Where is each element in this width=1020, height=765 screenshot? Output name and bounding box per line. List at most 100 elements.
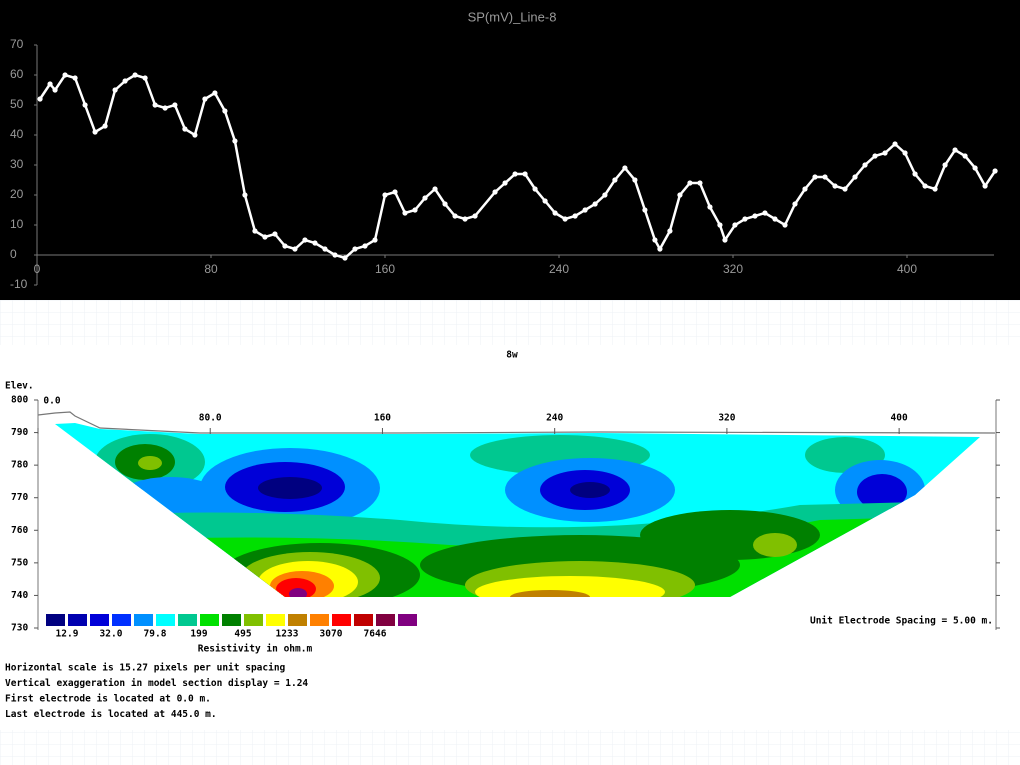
sp-point [372,237,378,243]
sp-point [842,186,848,192]
x-tick-label: 80.0 [199,413,222,424]
sp-point [452,213,458,219]
note: Horizontal scale is 15.27 pixels per uni… [5,663,286,674]
sp-point [37,96,43,102]
sp-point [522,171,528,177]
sp-point [602,192,608,198]
sp-point [697,180,703,186]
color-swatch [310,614,329,626]
sp-point [707,204,713,210]
cell [289,588,307,597]
sp-chart: SP(mV)_Line-8 -10 0 10 20 30 40 50 60 70 0 80 160 24… [0,0,1020,300]
sp-point [742,216,748,222]
sp-point [982,183,988,189]
sp-point [667,228,673,234]
x-tick-label: 240 [549,262,569,276]
sp-point [122,78,128,84]
colorbar-label: 32.0 [100,629,123,640]
sp-point [582,207,588,213]
x-tick-label: 400 [897,262,917,276]
sp-point [677,192,683,198]
sp-point [552,210,558,216]
sp-point [402,210,408,216]
chart-title: SP(mV)_Line-8 [468,9,557,24]
sp-point [872,153,878,159]
x-tick-label: 160 [375,262,395,276]
sp-point [132,72,138,78]
y-tick-label: 790 [11,427,28,438]
y-tick-label: 20 [10,187,24,201]
sp-point [572,213,578,219]
sp-point [622,165,628,171]
x-tick-label: 240 [546,413,563,424]
sp-point [862,162,868,168]
color-swatch [288,614,307,626]
sp-point [162,105,168,111]
sp-point [232,138,238,144]
y-tick-label: 70 [10,37,24,51]
cell [753,533,797,557]
y-axis-label: Elev. [5,381,34,392]
sp-point [472,213,478,219]
color-swatch [200,614,219,626]
color-swatch [222,614,241,626]
y-tick-label: 0 [10,247,17,261]
sp-point [92,129,98,135]
sp-point [102,123,108,129]
sp-point [802,186,808,192]
color-swatch [46,614,65,626]
sp-point [432,186,438,192]
colorbar-label: 12.9 [56,629,79,640]
color-swatch [134,614,153,626]
sp-point [657,246,663,252]
sp-point [902,150,908,156]
sp-point [332,252,338,258]
sp-point [462,216,468,222]
y-tick-label: 800 [11,395,28,406]
y-tick-label: 740 [11,590,28,601]
color-swatch [398,614,417,626]
sp-point [142,75,148,81]
sp-point [542,198,548,204]
colorbar-label: 199 [190,629,207,640]
sp-point [822,174,828,180]
sp-point [562,216,568,222]
sp-point [812,174,818,180]
sp-point [492,189,498,195]
note: First electrode is located at 0.0 m. [5,694,211,705]
y-tick-label: 30 [10,157,24,171]
y-tick-label: 770 [11,492,28,503]
sp-point [972,165,978,171]
y-tick-label: -10 [10,277,28,291]
x-tick-label: 0.0 [43,396,60,407]
cell [640,510,820,560]
sp-point [892,141,898,147]
sp-point [687,180,693,186]
sp-point [282,243,288,249]
sp-point [292,246,298,252]
sp-point [532,186,538,192]
y-tick-label: 50 [10,97,24,111]
color-swatch [156,614,175,626]
sp-point [62,72,68,78]
sp-point [362,243,368,249]
sp-point [252,228,258,234]
sp-point [312,240,318,246]
sp-point [912,171,918,177]
chart-background [0,0,1020,300]
color-swatch [332,614,351,626]
sp-point [512,171,518,177]
sp-point [717,222,723,228]
x-tick-label: 320 [718,413,735,424]
sp-point [182,126,188,132]
sp-point [752,213,758,219]
sp-point [112,87,118,93]
colorbar-label: 79.8 [144,629,167,640]
x-tick-label: 0 [34,262,41,276]
x-tick-label: 160 [374,413,391,424]
sp-point [772,216,778,222]
sp-point [302,237,308,243]
sp-point [72,75,78,81]
y-tick-label: 730 [11,623,28,634]
